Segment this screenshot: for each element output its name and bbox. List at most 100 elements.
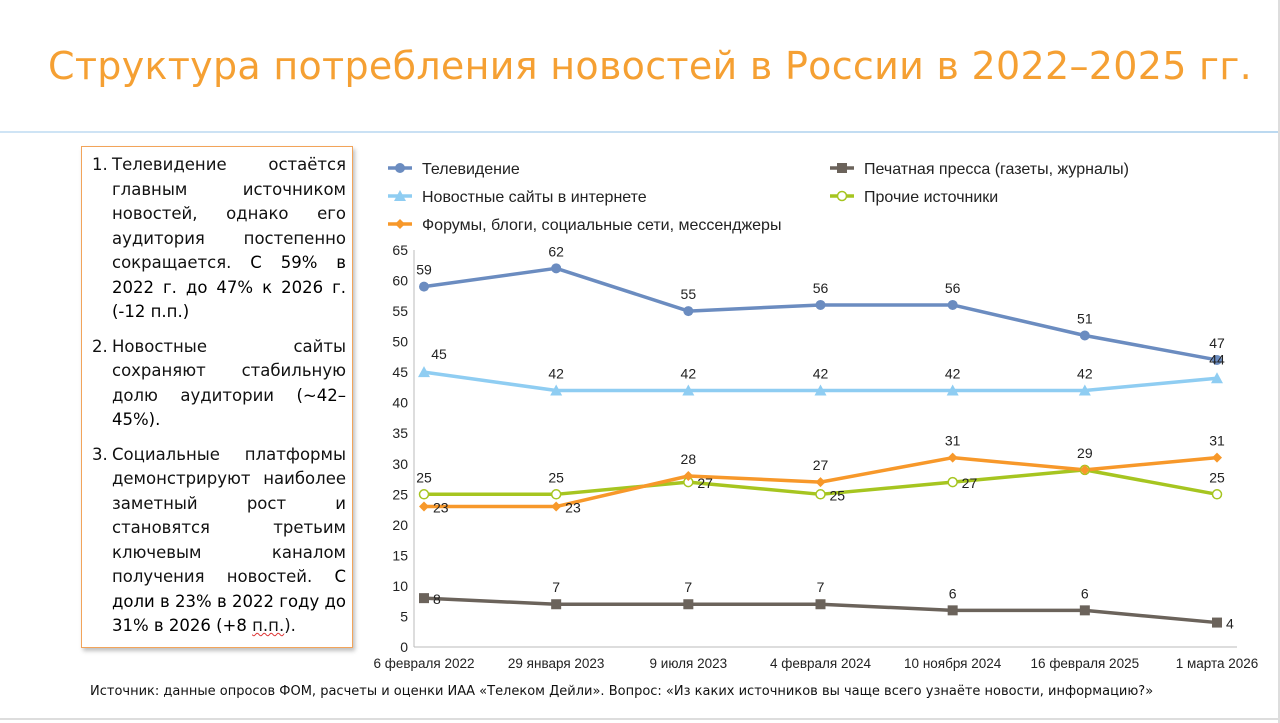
note-text: Телевидение остаётся главным источником … [112, 155, 346, 272]
data-point-circle [1079, 330, 1090, 341]
note-text: Новостные сайты сохраняют стабильную дол… [112, 336, 346, 405]
bottom-edge [0, 718, 1280, 720]
data-point-circle [1212, 354, 1222, 365]
data-point-circle [683, 306, 694, 317]
data-label: 62 [548, 243, 564, 259]
data-label: 25 [1209, 469, 1225, 485]
data-label: 7 [817, 579, 825, 595]
data-point-triangle [814, 384, 827, 396]
note-1: 1. Телевидение остаётся главным источнико… [90, 153, 346, 325]
y-tick-label: 5 [400, 608, 408, 624]
x-tick-label: 10 ноября 2024 [904, 656, 1002, 671]
legend-label: Прочие источники [864, 189, 998, 206]
data-label: 25 [830, 487, 846, 503]
data-label: 56 [945, 280, 961, 296]
data-label: 23 [433, 500, 449, 516]
data-label: 27 [697, 475, 713, 491]
data-point-triangle [682, 384, 695, 396]
data-label: 44 [1209, 351, 1225, 367]
data-point-square [947, 605, 958, 616]
y-tick-label: 15 [392, 547, 408, 563]
y-tick-label: 10 [392, 578, 408, 594]
data-label: 23 [565, 500, 581, 516]
y-tick-label: 45 [392, 364, 408, 380]
note-text: Социальные платформы демонстрируют наибо… [112, 444, 346, 587]
note-2: 2. Новостные сайты сохраняют стабильную д… [90, 335, 346, 433]
legend-label: Печатная пресса (газеты, журналы) [864, 161, 1129, 178]
y-tick-label: 30 [392, 456, 408, 472]
y-tick-label: 60 [392, 273, 408, 289]
y-tick-label: 55 [392, 303, 408, 319]
note-3: 3. Социальные платформы демонстрируют наи… [90, 443, 346, 639]
data-point-circle [395, 163, 405, 173]
data-point-circle [947, 299, 958, 310]
data-point-open-circle [815, 489, 826, 500]
data-label: 47 [1209, 335, 1225, 351]
data-point-square [1079, 605, 1090, 616]
data-label: 42 [1077, 365, 1093, 381]
data-label: 42 [813, 365, 829, 381]
data-point-circle [815, 299, 826, 310]
y-tick-label: 0 [400, 639, 408, 655]
data-point-diamond [1079, 464, 1090, 475]
data-point-diamond [683, 470, 694, 481]
legend-label: Телевидение [422, 161, 520, 178]
data-label: 6 [949, 585, 957, 601]
y-tick-label: 65 [392, 242, 408, 258]
data-point-circle [419, 281, 429, 292]
x-tick-label: 6 февраля 2022 [373, 656, 474, 671]
data-label: 55 [681, 286, 697, 302]
data-point-diamond [551, 501, 562, 512]
legend-label: Новостные сайты в интернете [422, 189, 647, 206]
data-label: 27 [813, 457, 829, 473]
title-divider [0, 131, 1280, 133]
data-point-square [837, 163, 847, 173]
data-label: 42 [681, 365, 697, 381]
data-point-open-circle [1211, 489, 1223, 500]
data-point-square [815, 599, 826, 610]
data-label: 42 [548, 365, 564, 381]
note-tail: ). [284, 616, 296, 635]
data-point-square [419, 593, 429, 604]
data-label: 59 [416, 262, 432, 278]
data-label: 29 [1077, 445, 1093, 461]
data-point-square [683, 599, 694, 610]
y-tick-label: 40 [392, 395, 408, 411]
x-tick-label: 29 января 2023 [508, 656, 605, 671]
data-label: 56 [813, 280, 829, 296]
data-point-triangle [394, 190, 406, 201]
x-tick-label: 16 февраля 2025 [1031, 656, 1140, 671]
data-point-square [551, 599, 562, 610]
data-label: 8 [433, 591, 441, 607]
x-tick-label: 1 марта 2026 [1176, 656, 1259, 671]
data-point-diamond [947, 452, 958, 463]
data-point-open-circle [418, 489, 430, 500]
y-tick-label: 20 [392, 517, 408, 533]
note-number: 1. [92, 155, 108, 174]
x-tick-label: 4 февраля 2024 [770, 656, 872, 671]
x-tick-label: 9 июля 2023 [650, 656, 728, 671]
data-label: 28 [681, 451, 697, 467]
data-label: 4 [1226, 616, 1234, 632]
spellcheck-underlined-text: п.п. [252, 616, 285, 635]
note-number: 2. [92, 336, 108, 356]
data-point-open-circle [836, 190, 848, 202]
data-point-open-circle [947, 476, 958, 488]
y-tick-label: 35 [392, 425, 408, 441]
data-label: 45 [431, 346, 447, 362]
data-label: 42 [945, 365, 961, 381]
data-point-diamond [395, 219, 405, 229]
right-edge [1278, 0, 1280, 723]
data-point-triangle [1211, 372, 1223, 384]
data-point-diamond [815, 477, 826, 488]
note-highlight: С 59% в 2022 г. до 47% к 2026 г. (-12 п.… [112, 253, 346, 321]
y-tick-label: 25 [392, 486, 408, 502]
data-label: 27 [962, 475, 978, 491]
data-label: 51 [1077, 311, 1093, 327]
data-point-open-circle [550, 489, 562, 500]
data-point-circle [551, 263, 562, 274]
data-point-triangle [1078, 384, 1091, 396]
page-title: Структура потребления новостей в России … [48, 44, 1252, 88]
data-label: 6 [1081, 585, 1089, 601]
